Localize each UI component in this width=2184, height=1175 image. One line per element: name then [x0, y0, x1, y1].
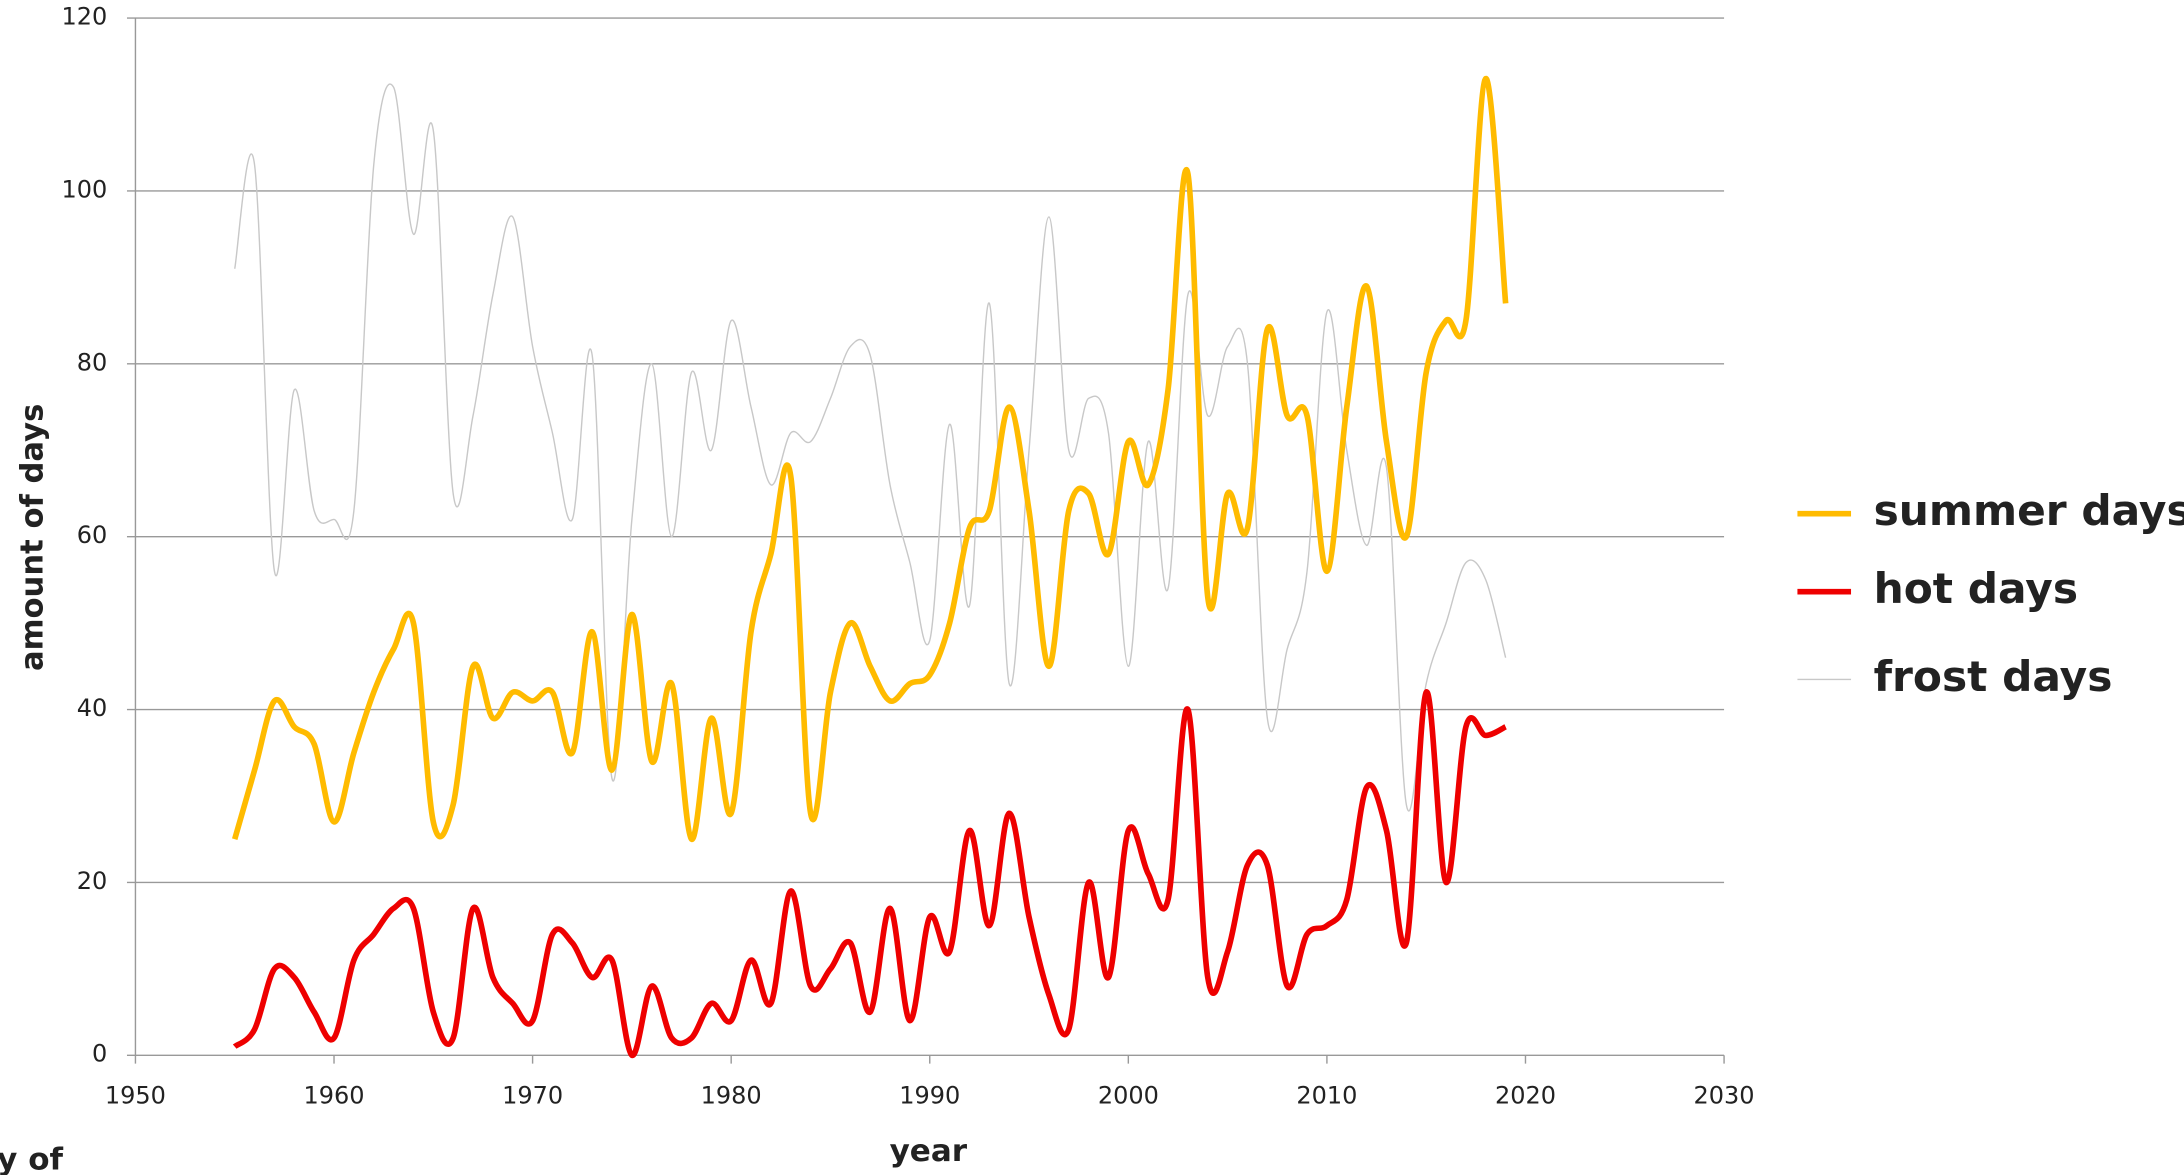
y-tick-label: 40: [77, 694, 108, 722]
y-tick-label: 0: [92, 1040, 107, 1068]
legend-label: frost days: [1874, 652, 2113, 701]
y-tick-label: 120: [61, 3, 107, 31]
x-tick-label: 1980: [701, 1082, 762, 1110]
x-tick-label: 1950: [105, 1082, 166, 1110]
data-line: [232, 75, 1509, 842]
x-tick-label: 2030: [1694, 1082, 1755, 1110]
x-tick-label: 2020: [1495, 1082, 1556, 1110]
legend-label: hot days: [1874, 564, 2078, 613]
x-axis-label: year: [890, 1133, 968, 1169]
x-tick-label: 1970: [502, 1082, 563, 1110]
footnote: y of: [0, 1142, 64, 1175]
legend-label: summer days: [1874, 486, 2184, 535]
data-line: [234, 83, 1507, 812]
x-tick-label: 2000: [1098, 1082, 1159, 1110]
y-tick-label: 20: [77, 867, 108, 895]
y-tick-label: 60: [77, 521, 108, 549]
y-tick-label: 80: [77, 348, 108, 376]
y-tick-label: 100: [61, 176, 107, 204]
x-tick-label: 1960: [304, 1082, 365, 1110]
x-tick-label: 2010: [1296, 1082, 1357, 1110]
x-tick-label: 1990: [899, 1082, 960, 1110]
data-line: [232, 689, 1507, 1059]
y-axis-label: amount of days: [14, 404, 50, 671]
